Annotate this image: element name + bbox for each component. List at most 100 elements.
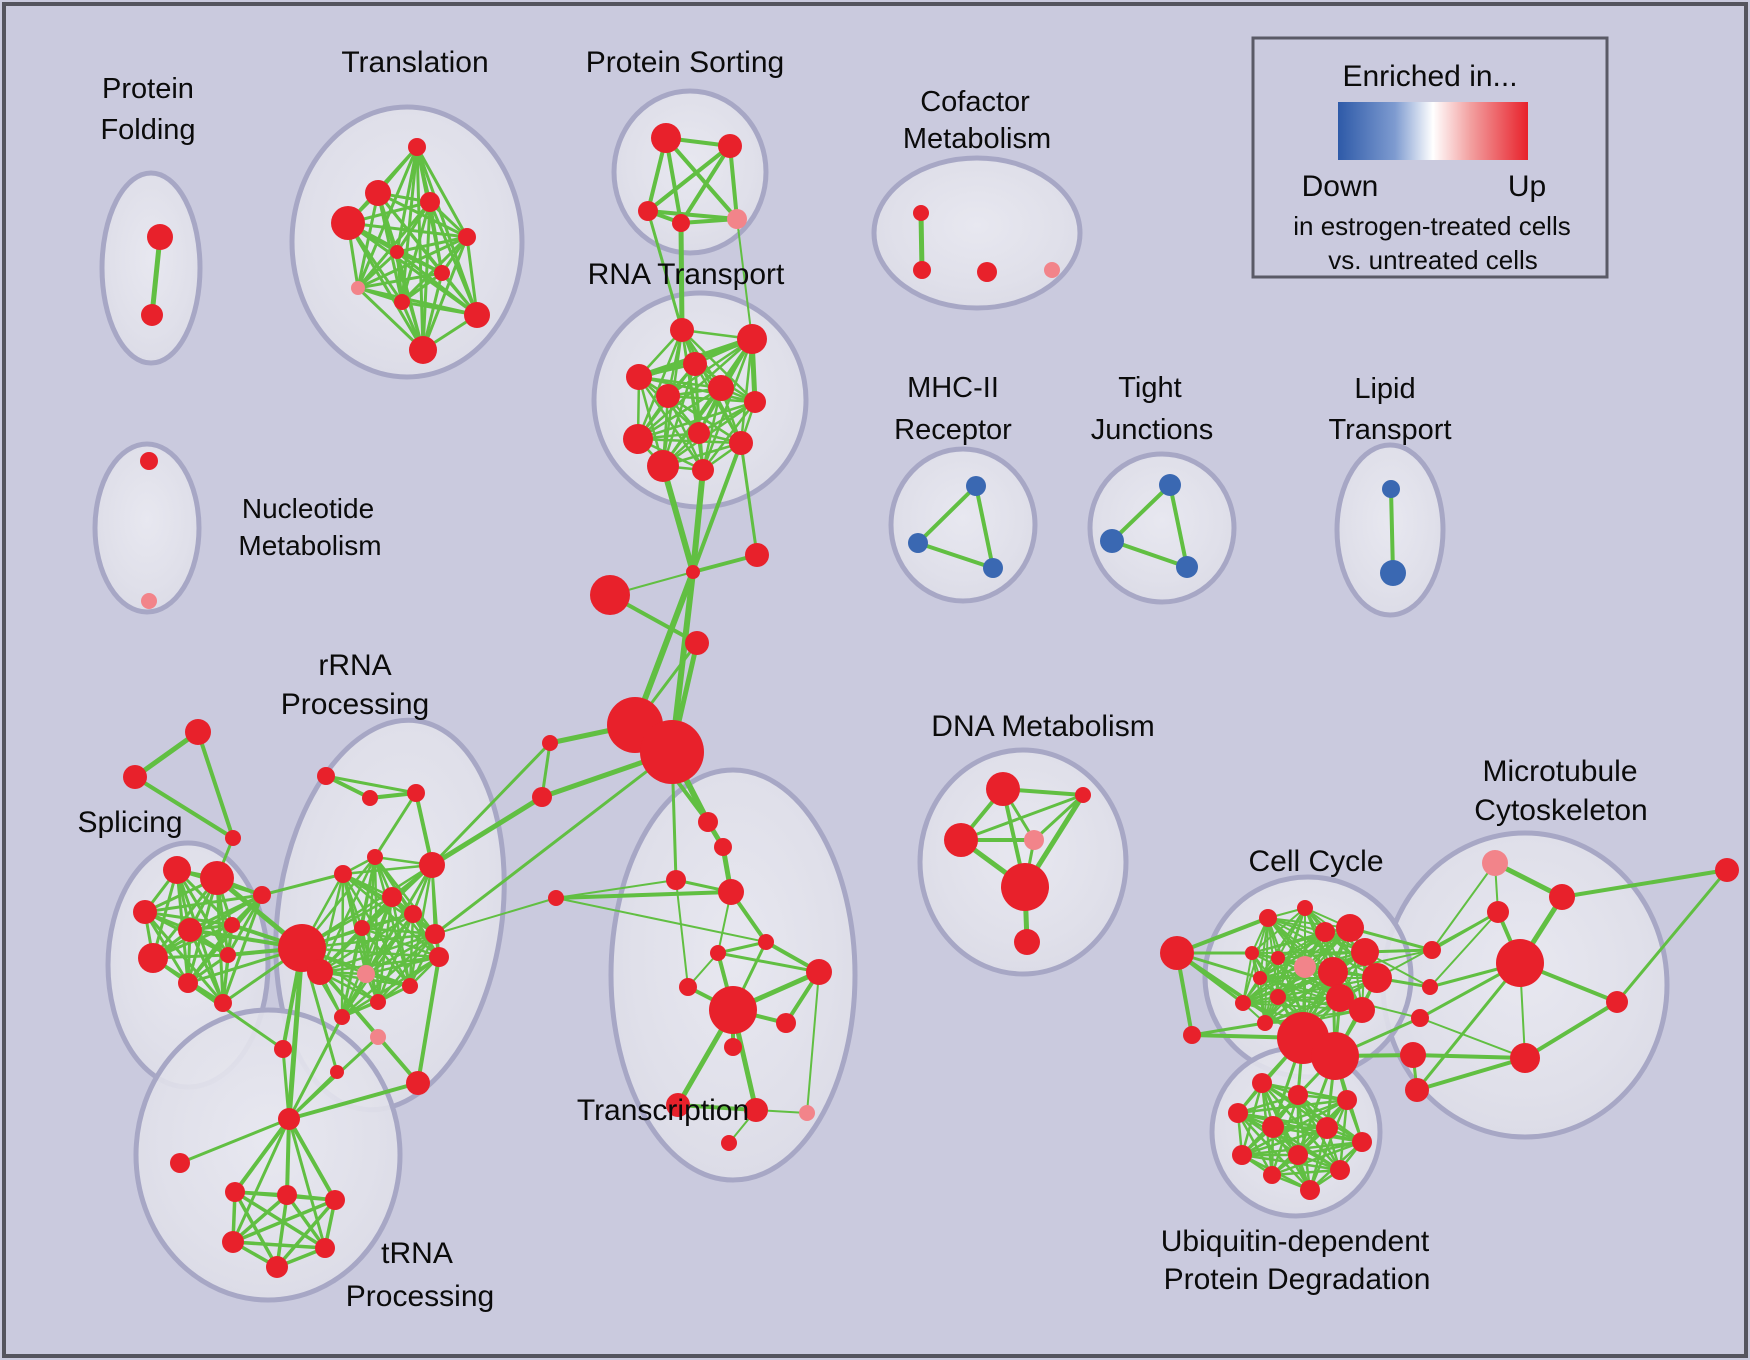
node-tn1 <box>170 1153 190 1173</box>
edge-ps1-ps5 <box>664 136 739 221</box>
edge-cc2-cc6 <box>1251 907 1306 954</box>
node-u3 <box>1337 1090 1357 1110</box>
node-m7 <box>1715 858 1739 882</box>
edge-sp6-sp10 <box>221 893 264 1005</box>
node-j0 <box>686 565 700 579</box>
node-sp1 <box>163 856 191 884</box>
edge-tl5-tl11 <box>421 235 469 352</box>
node-tl4 <box>331 206 365 240</box>
legend-up-label: Up <box>1508 170 1546 203</box>
node-rr6 <box>367 849 383 865</box>
edge-tn3-tn5 <box>231 1193 289 1244</box>
cluster-label-ubiquitin-dependent-protein-degradation-line1: Protein Degradation <box>1164 1263 1431 1296</box>
edge-rt4-rt12 <box>637 375 705 472</box>
edge-tl2-tl8 <box>356 191 380 290</box>
node-nm2 <box>141 593 157 609</box>
edge-tl5-tl10 <box>465 235 479 317</box>
edge-tn0-rr15 <box>281 1047 291 1121</box>
cluster-label-microtubule-cytoskeleton-line1: Cytoskeleton <box>1474 794 1647 827</box>
node-tl2 <box>365 180 391 206</box>
node-tn5 <box>222 1231 244 1253</box>
node-tt10 <box>799 1105 815 1121</box>
edge-rt6-rt12 <box>666 394 705 472</box>
node-tj2 <box>1100 529 1124 553</box>
node-lt2 <box>1380 560 1406 586</box>
node-cc13 <box>1326 984 1354 1012</box>
node-tt1 <box>710 945 726 961</box>
edge-rr7-rr11 <box>390 895 441 959</box>
node-k1 <box>1423 941 1441 959</box>
edge-sp6-sp9 <box>186 893 264 985</box>
node-rr9 <box>354 920 370 936</box>
edge-rt9-rt10 <box>636 437 743 445</box>
node-rr4 <box>419 852 445 878</box>
edge-cc20-m5 <box>1411 1053 1527 1060</box>
edge-k3-m5 <box>1419 1017 1526 1059</box>
node-pf1 <box>147 224 173 250</box>
edge-cc6-cc12 <box>1242 952 1253 1004</box>
node-cc3 <box>1336 914 1364 942</box>
edge-m1-m7 <box>1560 868 1729 899</box>
cluster-label-cofactor-metabolism-line1: Metabolism <box>903 123 1051 155</box>
node-cc8 <box>1318 957 1348 987</box>
edge-mh2-mh3 <box>916 541 995 570</box>
node-cc19 <box>1349 997 1375 1023</box>
node-mh3 <box>983 558 1003 578</box>
cluster-label-splicing-line0: Splicing <box>77 806 182 839</box>
node-mh2 <box>908 533 928 553</box>
edge-dn2-dn3 <box>959 793 1085 842</box>
node-h4 <box>532 787 552 807</box>
edge-rt12-j0 <box>690 467 706 575</box>
edge-tt1-tt2 <box>716 940 768 955</box>
node-tt5 <box>709 986 757 1034</box>
cluster-ellipse-mhc-ii-receptor <box>888 446 1038 604</box>
edge-tj1-tj3 <box>1168 483 1189 569</box>
node-tj3 <box>1176 556 1198 578</box>
edge-cc12-cc13 <box>1242 997 1341 1004</box>
node-cc7 <box>1271 951 1285 965</box>
edge-rr9-rr12 <box>360 926 412 988</box>
node-ps2 <box>718 134 742 158</box>
cluster-ellipse-tight-junctions <box>1087 451 1237 605</box>
node-h3 <box>542 735 558 751</box>
edge-m4-m7 <box>1615 868 1729 1004</box>
edge-rr3-rr6 <box>373 791 418 859</box>
node-dn4 <box>1001 863 1049 911</box>
node-tc4 <box>718 879 744 905</box>
node-dnp <box>1024 830 1044 850</box>
edge-rt7-rt12 <box>701 400 757 472</box>
edge-k1-mp <box>1431 862 1496 951</box>
edge-ccp-cc12 <box>1242 966 1306 1004</box>
node-u2 <box>1288 1085 1308 1105</box>
node-cc18 <box>1311 1032 1359 1080</box>
node-rr5 <box>334 865 352 883</box>
edge-tn5-tn6 <box>231 1240 327 1250</box>
edge-cc3-k1 <box>1348 926 1434 952</box>
node-rr14 <box>334 1009 350 1025</box>
node-tt9 <box>744 1098 768 1122</box>
cluster-label-mhc-ii-receptor-line0: MHC-II <box>907 372 999 404</box>
nodes-layer <box>123 123 1739 1278</box>
node-cc9 <box>1362 963 1392 993</box>
node-k3 <box>1411 1009 1429 1027</box>
edge-ps2-ps3 <box>646 144 732 213</box>
node-u9 <box>1288 1145 1308 1165</box>
node-cc6 <box>1245 946 1259 960</box>
edge-rr11-rrh2 <box>318 955 441 974</box>
edge-tn0-rr17 <box>287 1081 420 1121</box>
edge-cc4-cc7 <box>1277 951 1366 959</box>
node-tt8 <box>666 1093 690 1117</box>
edge-tn3-tn7 <box>275 1193 289 1269</box>
node-rt11 <box>647 450 679 482</box>
edge-rr4-h4 <box>429 794 545 868</box>
node-rrh <box>278 924 326 972</box>
node-u4 <box>1228 1103 1248 1123</box>
edge-tc5-rr10 <box>434 897 557 935</box>
edge-m3-m6 <box>1415 961 1522 1092</box>
edge-tl5-tl6 <box>395 235 469 254</box>
edge-tn3-tn6 <box>285 1193 327 1250</box>
edge-tn4-tn5 <box>231 1198 337 1244</box>
node-cc20 <box>1400 1042 1426 1068</box>
edge-tc5-tc4 <box>554 890 733 900</box>
node-cc2 <box>1297 900 1313 916</box>
